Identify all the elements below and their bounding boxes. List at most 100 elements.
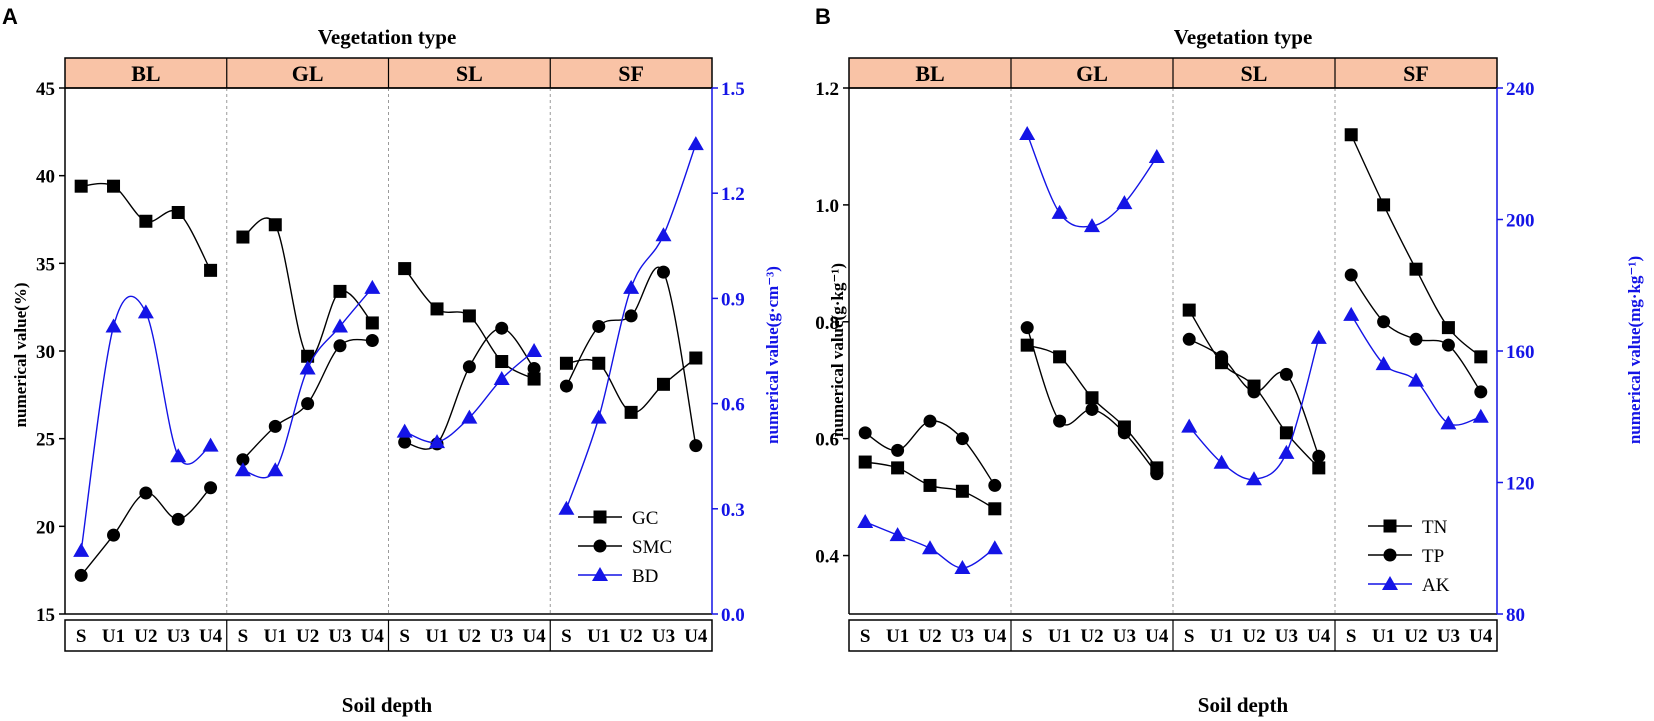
panel-b-ak-series-line: [1350, 314, 1482, 426]
panel-a-bd-point: [396, 423, 413, 438]
panel-b-tp-point: [988, 478, 1002, 492]
panel-a-right-tick-label: 1.2: [721, 184, 745, 205]
panel-b-ak-point: [889, 527, 906, 542]
panel-a-x-tick-label: U1: [264, 626, 287, 647]
panel-a-bd-point: [687, 136, 704, 151]
panel-b-x-tick-label: U1: [1372, 626, 1395, 647]
panel-a-gc-point: [527, 372, 541, 386]
panel-b-x-tick-label: U3: [951, 626, 974, 647]
panel-b-tp-point: [1377, 315, 1391, 329]
panel-b-tp-point: [1344, 268, 1358, 282]
panel-a-bd-point: [461, 409, 478, 424]
panel-a-gc-point: [365, 316, 379, 330]
panel-a-category-box: [64, 619, 713, 652]
panel-b-tp-point: [1247, 385, 1261, 399]
panel-a-x-tick-label: U3: [167, 626, 190, 647]
panel-b-legend-tp-marker: [1383, 548, 1397, 562]
panel-a-smc-point: [171, 512, 185, 526]
panel-b-x-tick-label: U3: [1113, 626, 1136, 647]
panel-b-legend-tp-label: TP: [1422, 546, 1444, 567]
panel-b-tp-point: [1279, 367, 1293, 381]
panel-a-group-label-sl: SL: [456, 61, 483, 86]
panel-a-right-axis-label: numerical value(g·cm⁻³): [763, 266, 782, 444]
panel-b-x-tick-label: U3: [1437, 626, 1460, 647]
panel-b-x-tick-label: U4: [1469, 626, 1493, 647]
panel-b-x-tick-label: U2: [1404, 626, 1427, 647]
panel-a-smc-series-line: [404, 327, 535, 450]
panel-a-gc-point: [107, 179, 121, 193]
panel-a-smc-point: [107, 528, 121, 542]
panel-b-ak-point: [1310, 329, 1327, 344]
panel-b-tp-point: [1182, 332, 1196, 346]
panel-a-x-tick-label: U3: [490, 626, 513, 647]
panel-b-group-label-sf: SF: [1403, 61, 1429, 86]
panel-b-tp-point: [1150, 467, 1164, 481]
panel-b-tn-point: [1441, 321, 1455, 335]
panel-b-letter: B: [815, 4, 831, 29]
panel-a-x-tick-label: U2: [620, 626, 643, 647]
panel-a-bd-point: [331, 318, 348, 333]
panel-a-bd-point: [105, 318, 122, 333]
panel-a-smc-point: [333, 339, 347, 353]
panel-a-legend-gc-marker: [593, 510, 607, 524]
panel-b-ak-point: [1181, 418, 1198, 433]
panel-b-ak-series-line: [1188, 337, 1320, 481]
panel-a-smc-point: [268, 419, 282, 433]
panel-b-category-box: [848, 619, 1498, 652]
panel-a-legend-smc-marker: [593, 539, 607, 553]
panel-a-x-tick-label: U1: [587, 626, 610, 647]
panel-b-tn-point: [1344, 128, 1358, 142]
panel-b-tn-point: [1312, 461, 1326, 475]
panel-a-bd-point: [623, 279, 640, 294]
panel-b-left-tick-label: 0.8: [815, 313, 839, 334]
panel-a-right-tick-label: 0.6: [721, 395, 745, 416]
panel-b-chart: Vegetation type Soil depth numerical val…: [815, 25, 1644, 717]
panel-a-gc-point: [301, 349, 315, 363]
panel-a-x-tick-label: U4: [361, 626, 385, 647]
panel-a-smc-point: [74, 568, 88, 582]
panel-b-x-axis-label: Soil depth: [1198, 693, 1289, 717]
panel-b-group-label-sl: SL: [1241, 61, 1268, 86]
panel-a-left-axis-label: numerical value(%): [11, 283, 30, 428]
panel-a-right-tick-label: 1.5: [721, 79, 745, 100]
panel-a-gc-point: [333, 284, 347, 298]
panel-b-right-tick-label: 120: [1506, 474, 1535, 495]
panel-b-x-tick-label: U1: [1210, 626, 1233, 647]
panel-a-x-tick-label: U1: [102, 626, 125, 647]
panel-b-tn-point: [891, 461, 905, 475]
panel-b-right-tick-label: 240: [1506, 79, 1535, 100]
panel-b-x-tick-label: U1: [1048, 626, 1071, 647]
panel-b-title: Vegetation type: [1174, 25, 1313, 49]
panel-a-smc-point: [624, 309, 638, 323]
panel-b-tp-point: [955, 432, 969, 446]
panel-a-bd-point: [267, 462, 284, 477]
panel-b-group-label-gl: GL: [1076, 61, 1108, 86]
panel-a-gc-point: [398, 262, 412, 276]
panel-b-x-tick-label: U2: [1242, 626, 1265, 647]
panel-a-left-tick-label: 40: [36, 167, 55, 188]
panel-b-tn-series-line: [1350, 134, 1482, 358]
panel-b-tp-point: [1441, 338, 1455, 352]
panel-a-bd-point: [234, 462, 251, 477]
panel-a-right-tick-label: 0.0: [721, 605, 745, 626]
panel-b-tp-point: [891, 443, 905, 457]
panel-a-gc-point: [139, 214, 153, 228]
panel-b-tp-point: [858, 426, 872, 440]
panel-a-x-tick-label: S: [238, 626, 249, 647]
panel-a-chart: Vegetation type Soil depth numerical val…: [11, 25, 782, 717]
panel-a-x-tick-label: U4: [199, 626, 223, 647]
panel-a-gc-point: [268, 218, 282, 232]
panel-a-bd-series-line: [80, 295, 211, 551]
panel-a-smc-point: [365, 333, 379, 347]
panel-b-x-tick-label: U4: [983, 626, 1007, 647]
panel-a-x-tick-label: U3: [652, 626, 675, 647]
panel-b-ak-point: [986, 540, 1003, 555]
panel-a-bd-point: [170, 448, 187, 463]
panel-a-gc-series-line: [566, 357, 697, 414]
panel-b-tn-point: [1377, 198, 1391, 212]
panel-b-left-tick-label: 0.4: [815, 547, 839, 568]
panel-a-smc-series-line: [565, 266, 697, 446]
panel-b-x-tick-label: S: [1184, 626, 1195, 647]
panel-b-ak-point: [857, 513, 874, 528]
panel-a-group-label-sf: SF: [618, 61, 644, 86]
